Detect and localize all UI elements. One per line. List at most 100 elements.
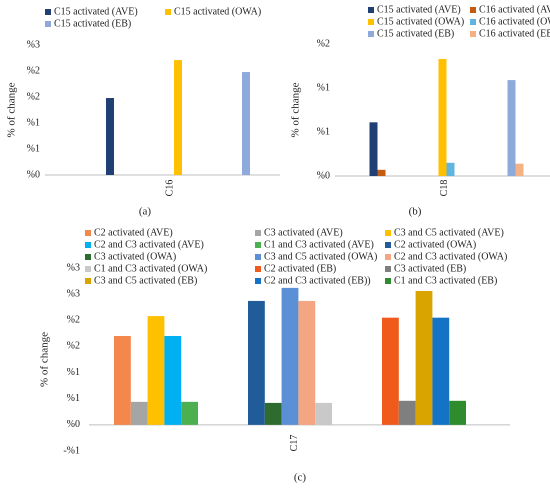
y-tick-label: %1 (27, 117, 40, 128)
bar (106, 98, 114, 175)
legend-label: C3 and C5 activated (OWA) (264, 251, 377, 262)
legend-swatch (85, 278, 91, 284)
bar (147, 316, 165, 425)
legend-swatch (470, 31, 476, 37)
y-tick-label: %2 (67, 315, 80, 326)
bar (432, 317, 450, 425)
legend-label: C2 and C3 activated (AVE) (94, 239, 204, 250)
x-tick-label: C18 (439, 180, 450, 197)
y-tick-label: %1 (27, 143, 40, 154)
y-tick-label: %2 (317, 38, 330, 49)
y-tick-label: %0 (317, 170, 330, 181)
panel-label: (a) (139, 206, 152, 218)
y-tick-label: %1 (67, 393, 80, 404)
legend-swatch (255, 230, 261, 236)
bar (369, 122, 378, 176)
y-tick-label: %1 (67, 367, 80, 378)
y-tick-label: %2 (27, 91, 40, 102)
legend-label: C3 activated (AVE) (264, 227, 343, 238)
legend-label: C1 and C3 activated (EB) (394, 275, 497, 286)
legend-swatch (85, 230, 91, 236)
legend-label: C16 activated (EB) (479, 28, 550, 39)
legend-swatch (255, 278, 261, 284)
bar (507, 80, 516, 176)
legend-label: C15 activated (AVE) (377, 4, 461, 15)
legend-swatch (255, 242, 261, 248)
legend-swatch (470, 7, 476, 13)
legend-swatch (45, 9, 51, 15)
y-tick-label: %3 (67, 262, 80, 273)
legend-swatch (85, 254, 91, 260)
bar (398, 400, 416, 425)
legend-swatch (470, 19, 476, 25)
bar (377, 169, 386, 176)
legend-label: C2 and C3 activated (EB)) (264, 275, 371, 286)
bar (281, 287, 299, 425)
panel-label: (c) (294, 472, 307, 484)
legend-label: C1 and C3 activated (AVE) (264, 239, 374, 250)
legend-label: C15 activated (OWA) (174, 6, 261, 17)
legend-swatch (45, 21, 51, 27)
legend-label: C1 and C3 activated (OWA) (94, 263, 207, 274)
legend-label: C15 activated (EB) (377, 28, 454, 39)
y-tick-label: %2 (67, 341, 80, 352)
legend-label: C2 activated (EB) (264, 263, 336, 274)
legend-swatch (385, 254, 391, 260)
bar (515, 163, 524, 176)
panel-label: (b) (409, 206, 422, 218)
bar (242, 72, 250, 175)
legend-swatch (385, 278, 391, 284)
legend-swatch (368, 31, 374, 37)
legend-label: C2 activated (OWA) (394, 239, 476, 250)
legend-label: C3 and C5 activated (EB) (94, 275, 197, 286)
bar (248, 300, 265, 425)
y-tick-label: -%1 (63, 445, 80, 456)
legend-label: C16 activated (OWA) (479, 16, 550, 27)
y-tick-label: %2 (27, 65, 40, 76)
legend-label: C2 and C3 activated (OWA) (394, 251, 507, 262)
legend-swatch (385, 266, 391, 272)
bar (449, 400, 466, 425)
y-tick-label: %3 (67, 288, 80, 299)
legend-swatch (255, 266, 261, 272)
legend-label: C16 activated (AVE) (479, 4, 550, 15)
x-tick-label: C17 (289, 435, 300, 452)
legend-swatch (368, 19, 374, 25)
y-axis-label: % of change (290, 82, 302, 137)
bar (264, 402, 282, 425)
y-tick-label: %1 (317, 126, 330, 137)
y-tick-label: %0 (27, 169, 40, 180)
legend-label: C3 activated (EB) (394, 263, 466, 274)
legend-swatch (385, 230, 391, 236)
y-tick-label: %1 (317, 82, 330, 93)
y-axis-label: % of change (6, 82, 18, 137)
legend-swatch (385, 242, 391, 248)
y-tick-label: %3 (27, 39, 40, 50)
y-tick-label: %0 (67, 419, 80, 430)
legend-label: C15 activated (EB) (54, 18, 131, 29)
legend-label: C3 activated (OWA) (94, 251, 176, 262)
legend-label: C2 activated (AVE) (94, 227, 173, 238)
legend-swatch (165, 9, 171, 15)
bar (130, 401, 148, 425)
legend-swatch (85, 266, 91, 272)
bar (438, 58, 447, 176)
bar (315, 402, 332, 425)
legend-swatch (368, 7, 374, 13)
bar (382, 317, 399, 425)
bar (164, 335, 182, 425)
legend-swatch (255, 254, 261, 260)
x-tick-label: C16 (165, 180, 176, 197)
bar (114, 335, 131, 425)
legend-label: C3 and C5 activated (AVE) (394, 227, 504, 238)
legend-swatch (85, 242, 91, 248)
bar (415, 291, 433, 425)
bar (298, 300, 316, 425)
bar (174, 60, 182, 175)
legend-label: C15 activated (AVE) (54, 6, 138, 17)
bar (446, 162, 455, 176)
y-axis-label: % of change (39, 332, 51, 387)
bar (181, 401, 198, 425)
legend-label: C15 activated (OWA) (377, 16, 464, 27)
